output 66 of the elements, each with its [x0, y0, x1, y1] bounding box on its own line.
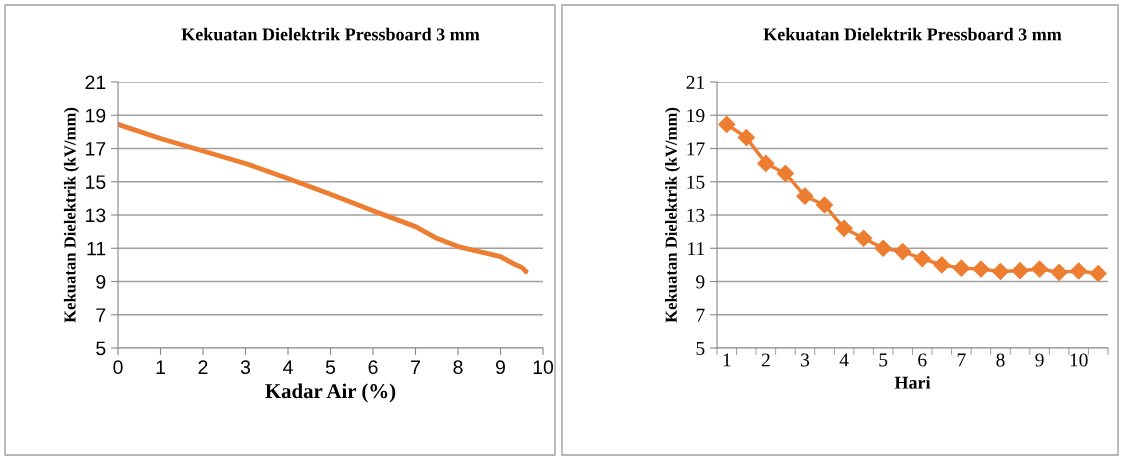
- y-tick-label: 19: [687, 109, 705, 123]
- y-tick-label: 9: [96, 274, 106, 289]
- point: [991, 262, 1010, 281]
- x-axis-title: Hari: [894, 376, 931, 389]
- y-tick-label: 7: [696, 308, 705, 322]
- point: [796, 187, 814, 205]
- point: [718, 115, 736, 133]
- y-tick-label: 15: [687, 175, 705, 189]
- point: [1050, 263, 1068, 281]
- x-tick-label: 6: [368, 360, 378, 375]
- point: [972, 260, 990, 278]
- chart-title: Kekuatan Dielektrik Pressboard 3 mm: [181, 27, 480, 41]
- point: [933, 256, 951, 274]
- y-tick-label: 21: [85, 75, 106, 90]
- x-tick-label: 4: [283, 360, 293, 374]
- point: [737, 128, 755, 147]
- point: [776, 164, 794, 182]
- y-tick-label: 9: [696, 275, 705, 289]
- x-tick-label: 1: [723, 353, 731, 367]
- x-tick-label: 5: [879, 353, 888, 367]
- y-tick-label: 17: [86, 142, 106, 156]
- y-tick-label: 5: [696, 342, 705, 355]
- y-tick-label: 13: [86, 208, 106, 223]
- y-tick-label: 11: [87, 241, 106, 256]
- point: [1031, 260, 1049, 278]
- x-tick-label: 10: [1070, 353, 1088, 367]
- point: [894, 243, 912, 261]
- x-tick-label: 6: [918, 353, 927, 367]
- x-tick-label: 7: [411, 360, 420, 374]
- x-tick-label: 3: [240, 360, 251, 375]
- x-axis-title: Kadar Air (%): [265, 383, 396, 403]
- x-tick-label: 5: [325, 360, 336, 375]
- chart-title: Kekuatan Dielektrik Pressboard 3 mm: [763, 27, 1062, 41]
- point: [835, 219, 853, 237]
- y-tick-label: 7: [96, 308, 106, 322]
- line-series: [118, 121, 529, 274]
- y-tick-label: 15: [86, 175, 106, 189]
- point: [815, 196, 834, 214]
- x-tick-label: 0: [113, 360, 123, 375]
- y-tick-label: 17: [687, 142, 705, 156]
- x-tick-label: 8: [453, 360, 463, 375]
- x-tick-label: 3: [801, 353, 810, 367]
- x-tick-label: 10: [533, 360, 554, 375]
- x-tick-label: 9: [1035, 353, 1044, 367]
- point: [874, 239, 892, 257]
- x-tick-label: 9: [496, 360, 505, 375]
- y-axis-title: Kekuatan Dielektrik (kV/mm): [63, 107, 80, 323]
- y-tick-label: 11: [688, 242, 705, 255]
- y-tick-label: 5: [96, 341, 106, 356]
- point: [757, 154, 775, 173]
- point: [913, 250, 931, 268]
- y-axis-title: Kekuatan Dielektrik (kV/mm): [665, 107, 681, 323]
- x-tick-label: 2: [198, 360, 208, 374]
- y-tick-label: 21: [686, 75, 705, 89]
- y-tick-label: 13: [687, 208, 705, 222]
- x-tick-label: 2: [761, 353, 770, 367]
- y-tick-label: 19: [86, 108, 106, 123]
- x-tick-label: 4: [839, 353, 849, 367]
- x-tick-label: 8: [996, 353, 1005, 367]
- point: [1011, 262, 1029, 280]
- point: [952, 259, 970, 277]
- point: [1070, 262, 1088, 280]
- point: [1089, 264, 1107, 283]
- x-tick-label: 1: [156, 360, 165, 374]
- x-tick-label: 7: [957, 353, 966, 367]
- point: [855, 229, 873, 247]
